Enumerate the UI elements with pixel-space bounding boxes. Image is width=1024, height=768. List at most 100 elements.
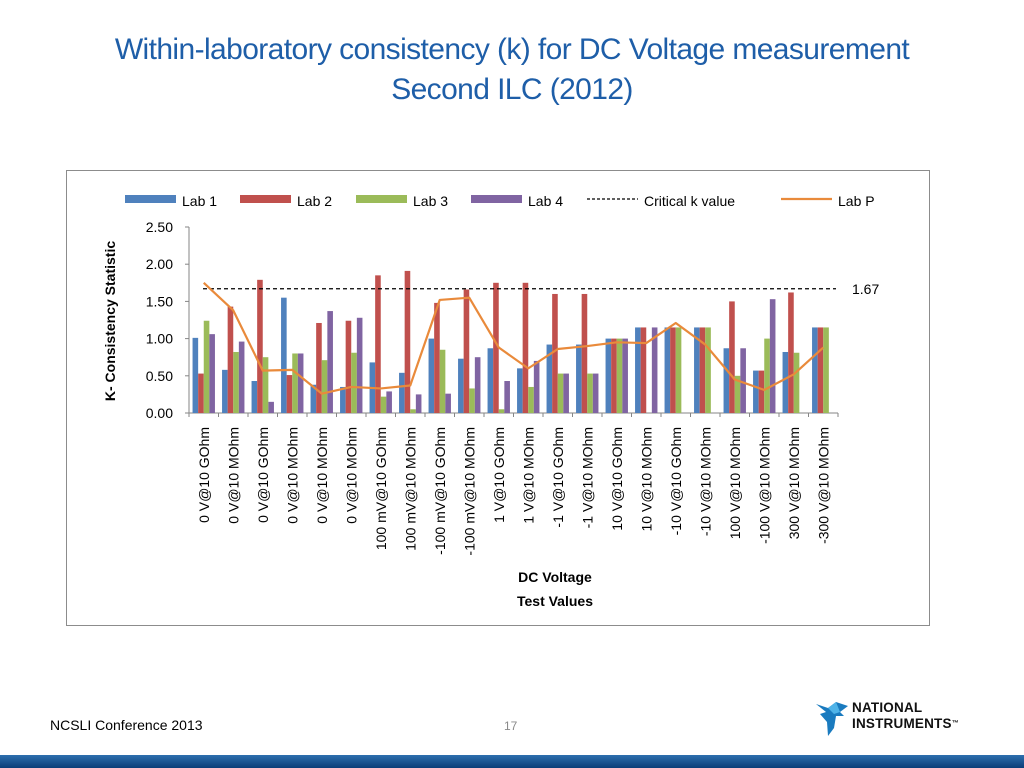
bar-lab-4 xyxy=(474,357,481,413)
bar-lab-1 xyxy=(635,327,641,413)
chart-frame: 0.00 0.50 1.00 1.50 2.00 2.50 1.67 0 V@10 GOhm 0… xyxy=(66,170,930,626)
x-tick-label: -10 V@10 GOhm xyxy=(668,427,684,535)
bar-lab-1 xyxy=(399,372,405,413)
footer-conference: NCSLI Conference 2013 xyxy=(50,717,203,733)
bar-lab-4 xyxy=(209,334,215,413)
bar-lab-2 xyxy=(788,292,794,413)
bar-lab-3 xyxy=(321,360,328,413)
bar-lab-2 xyxy=(699,327,706,413)
legend-label: Lab 1 xyxy=(182,193,217,209)
bar-lab-4 xyxy=(563,373,569,413)
y-tick-label: 0.00 xyxy=(146,405,173,421)
slide-title: Within-laboratory consistency (k) for DC… xyxy=(0,30,1024,110)
bar-lab-1 xyxy=(487,348,494,413)
bar-lab-3 xyxy=(587,373,593,413)
bar-lab-3 xyxy=(469,388,475,413)
bar-lab-2 xyxy=(434,302,440,413)
x-tick-label: 100 mV@10 GOhm xyxy=(373,427,389,550)
legend-swatch-lab-3 xyxy=(356,195,407,203)
bar-lab-3 xyxy=(705,327,711,413)
bar-lab-1 xyxy=(576,344,582,413)
bar-lab-2 xyxy=(522,282,529,413)
x-tick-label: 0 V@10 GOhm xyxy=(196,427,212,523)
bar-lab-2 xyxy=(257,279,263,413)
x-tick-label: 0 V@10 MOhm xyxy=(343,427,359,524)
bar-lab-1 xyxy=(723,348,730,413)
k-consistency-chart: 0.00 0.50 1.00 1.50 2.00 2.50 1.67 0 V@10 GOhm 0… xyxy=(102,193,879,609)
bar-lab-3 xyxy=(528,386,534,413)
bar-lab-4 xyxy=(238,341,245,413)
bar-lab-3 xyxy=(764,338,770,413)
bar-lab-4 xyxy=(268,401,274,413)
bar-lab-4 xyxy=(740,348,746,413)
bar-lab-2 xyxy=(758,370,765,413)
legend-label: Lab 2 xyxy=(297,193,332,209)
ni-eagle-icon xyxy=(816,702,848,736)
bar-lab-4 xyxy=(504,381,510,413)
bar-lab-3 xyxy=(498,409,505,413)
bar-lab-2 xyxy=(581,293,588,413)
bar-lab-4 xyxy=(533,360,540,413)
bar-lab-3 xyxy=(351,352,357,413)
x-axis-title-line-1: DC Voltage xyxy=(518,569,592,585)
x-tick-label: 0 V@10 MOhm xyxy=(225,427,241,524)
bar-lab-4 xyxy=(297,353,304,413)
bar-lab-3 xyxy=(793,352,800,413)
logo-trademark: ™ xyxy=(951,720,959,727)
bar-lab-2 xyxy=(463,289,470,413)
bar-lab-1 xyxy=(340,386,346,413)
bar-lab-3 xyxy=(292,353,298,413)
bar-lab-1 xyxy=(753,370,759,413)
y-tick-label: 1.50 xyxy=(146,293,173,309)
x-tick-label: 10 V@10 GOhm xyxy=(609,427,625,531)
bar-lab-2 xyxy=(404,270,411,413)
bar-lab-2 xyxy=(316,322,322,413)
bar-lab-1 xyxy=(517,368,523,413)
bar-lab-3 xyxy=(675,327,682,413)
bar-lab-1 xyxy=(251,381,258,413)
x-tick-label: -100 mV@10 GOhm xyxy=(432,427,448,555)
national-instruments-logo: NATIONAL INSTRUMENTS™ xyxy=(814,698,984,740)
logo-line-1: NATIONAL xyxy=(852,700,923,715)
bar-lab-4 xyxy=(622,338,628,413)
bar-lab-1 xyxy=(310,384,317,413)
critical-k-label: 1.67 xyxy=(852,281,879,297)
legend-swatch-lab-4 xyxy=(471,195,522,203)
x-tick-label: 1 V@10 MOhm xyxy=(520,427,536,524)
legend-label: Lab 3 xyxy=(413,193,448,209)
bar-lab-1 xyxy=(458,358,464,413)
x-tick-label: 100 V@10 MOhm xyxy=(727,427,743,539)
bar-lab-1 xyxy=(428,338,435,413)
x-tick-label: -100 V@10 MOhm xyxy=(756,427,772,544)
bar-lab-3 xyxy=(734,375,741,413)
bar-lab-4 xyxy=(415,394,422,413)
x-tick-label: -100 mV@10 MOhm xyxy=(461,427,477,556)
page-number: 17 xyxy=(504,719,518,733)
bar-lab-2 xyxy=(345,320,352,413)
y-tick-label: 2.00 xyxy=(146,256,173,272)
bar-lab-4 xyxy=(327,311,333,413)
x-tick-label: -300 V@10 MOhm xyxy=(815,427,831,544)
legend-label: Critical k value xyxy=(644,193,735,209)
bar-lab-2 xyxy=(375,275,381,413)
x-tick-label: 100 mV@10 MOhm xyxy=(402,427,418,551)
bar-lab-2 xyxy=(729,301,735,413)
bar-lab-2 xyxy=(198,373,204,413)
bar-lab-1 xyxy=(694,327,700,413)
y-axis-title: K- Consistency Statistic xyxy=(102,241,118,401)
x-tick-label: 0 V@10 MOhm xyxy=(314,427,330,524)
logo-line-2: INSTRUMENTS xyxy=(852,716,952,731)
y-tick-label: 0.50 xyxy=(146,368,173,384)
bar-lab-3 xyxy=(557,373,564,413)
bar-lab-2 xyxy=(640,327,647,413)
bar-lab-4 xyxy=(651,327,658,413)
bar-lab-4 xyxy=(356,317,363,413)
bar-lab-1 xyxy=(192,337,199,413)
legend-swatch-lab-2 xyxy=(240,195,291,203)
bar-lab-1 xyxy=(812,327,818,413)
bar-lab-3 xyxy=(616,338,623,413)
y-tick-label: 1.00 xyxy=(146,331,173,347)
bar-lab-3 xyxy=(203,320,210,413)
lab-p-line xyxy=(202,281,824,395)
title-line-1: Within-laboratory consistency (k) for DC… xyxy=(114,33,910,66)
